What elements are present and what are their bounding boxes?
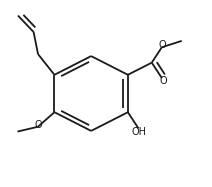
Text: O: O xyxy=(158,40,166,50)
Text: OH: OH xyxy=(131,127,146,137)
Text: O: O xyxy=(159,76,167,86)
Text: O: O xyxy=(34,120,42,130)
